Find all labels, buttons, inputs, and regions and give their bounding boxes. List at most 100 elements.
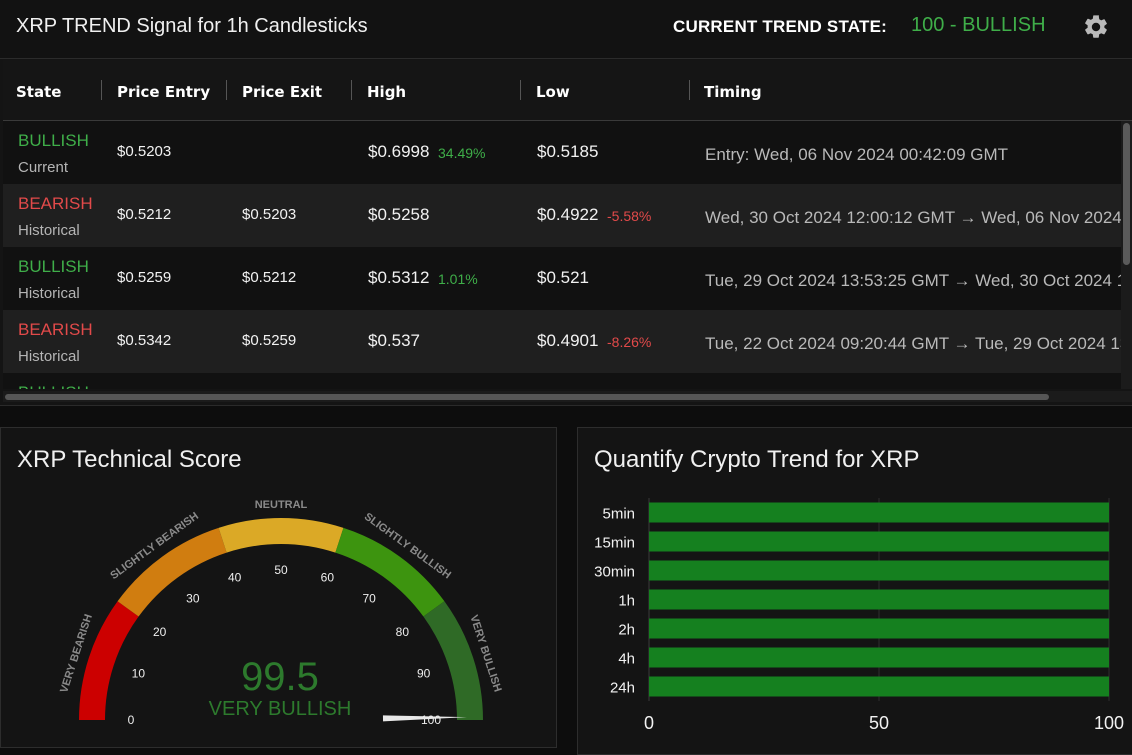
gauge-tick-label: 60: [321, 570, 335, 584]
low-percent: -8.26%: [607, 334, 652, 350]
price-entry: $0.5259: [117, 269, 172, 286]
gauge-tick-label: 90: [417, 667, 431, 681]
price-entry: $0.5212: [117, 206, 172, 223]
timing-text: Entry: Wed, 06 Nov 2024 00:42:09 GMT: [705, 145, 1009, 164]
trend-x-tick-label: 0: [644, 713, 654, 733]
price-exit: $0.5259: [242, 332, 297, 349]
state-text: BULLISH: [18, 131, 89, 150]
trend-bar: [649, 502, 1109, 523]
horizontal-scroll-thumb[interactable]: [5, 394, 1049, 400]
trend-bar: [649, 618, 1109, 639]
trend-category-label: 15min: [594, 535, 635, 552]
trend-category-label: 30min: [594, 564, 635, 581]
gauge-band-label: NEUTRAL: [255, 499, 308, 511]
column-header-price-entry[interactable]: Price Entry: [117, 83, 211, 101]
trend-category-label: 24h: [610, 680, 635, 697]
high-price: $0.5258: [368, 205, 430, 224]
trend-category-label: 5min: [602, 506, 635, 523]
price-entry: $0.5342: [117, 332, 172, 349]
table-row[interactable]: BULLISH Current $0.5203 $0.6998 34.49% $…: [3, 121, 1121, 184]
column-divider: [351, 80, 352, 100]
price-exit: $0.5212: [242, 269, 297, 286]
column-header-high[interactable]: High: [367, 83, 407, 101]
state-subtext: Current: [18, 159, 69, 176]
panel-title: XRP TREND Signal for 1h Candlesticks: [16, 15, 368, 37]
column-divider: [226, 80, 227, 100]
gauge-tick-label: 30: [186, 592, 200, 606]
table-row[interactable]: BULLISH Historical $0.5259 $0.5212 $0.53…: [3, 247, 1121, 310]
price-entry: $0.5203: [117, 143, 172, 160]
trend-bar: [649, 676, 1109, 697]
column-divider: [689, 80, 690, 100]
trend-category-label: 1h: [618, 593, 635, 610]
gauge-needle: [382, 715, 467, 722]
trend-category-label: 2h: [618, 622, 635, 639]
score-title: XRP Technical Score: [17, 446, 242, 473]
price-exit: $0.5203: [242, 206, 297, 223]
high-percent: 34.49%: [438, 145, 486, 161]
trend-bar: [649, 647, 1109, 668]
column-header-state[interactable]: State: [16, 83, 62, 101]
low-price: $0.5185: [537, 142, 599, 161]
state-subtext: Historical: [18, 348, 80, 365]
column-divider: [520, 80, 521, 100]
gauge-band: [79, 601, 139, 720]
gauge-band: [218, 518, 344, 553]
timing-text: Tue, 22 Oct 2024 09:20:44 GMT → Tue, 29 …: [705, 334, 1121, 353]
low-percent: -5.58%: [607, 208, 652, 224]
column-header-price-exit[interactable]: Price Exit: [242, 83, 323, 101]
state-text: BEARISH: [18, 320, 93, 339]
gauge-tick-label: 80: [396, 625, 410, 639]
state-subtext: Historical: [18, 285, 80, 302]
column-divider: [101, 80, 102, 100]
technical-score-panel: XRP Technical Score VERY BEARISH SLIGHTLY…: [0, 427, 557, 748]
trend-chart-title: Quantify Crypto Trend for XRP: [594, 446, 920, 473]
gauge-tick-label: 0: [128, 713, 135, 727]
state-text: BULLISH: [18, 257, 89, 276]
state-text: BULLISH: [18, 383, 89, 389]
column-header-low[interactable]: Low: [536, 83, 570, 101]
trend-bar: [649, 560, 1109, 581]
timing-text: Tue, 29 Oct 2024 13:53:25 GMT → Wed, 30 …: [705, 271, 1121, 290]
timing-text: Wed, 30 Oct 2024 12:00:12 GMT → Wed, 06 …: [705, 208, 1121, 227]
high-price: $0.537: [368, 331, 420, 350]
table-body: BULLISH Current $0.5203 $0.6998 34.49% $…: [3, 121, 1121, 389]
table-row[interactable]: BULLISH: [3, 373, 1121, 389]
table-row[interactable]: BEARISH Historical $0.5212 $0.5203 $0.52…: [3, 184, 1121, 247]
state-text: BEARISH: [18, 194, 93, 213]
gauge-band: [335, 527, 445, 617]
vertical-scroll-thumb[interactable]: [1123, 123, 1130, 265]
score-value: 99.5: [241, 655, 319, 699]
table-header: State Price Entry Price Exit High Low Ti…: [3, 60, 1132, 121]
high-percent: 1.01%: [438, 271, 478, 287]
column-header-timing[interactable]: Timing: [704, 83, 762, 101]
gauge-tick-label: 40: [228, 570, 242, 584]
gauge-tick-label: 20: [153, 625, 167, 639]
trend-signal-panel: XRP TREND Signal for 1h Candlesticks CUR…: [0, 0, 1132, 406]
gauge-tick-label: 50: [274, 563, 288, 577]
low-price: $0.4901: [537, 331, 599, 350]
gauge-tick-label: 10: [132, 667, 146, 681]
trend-state-value: 100 - BULLISH: [911, 14, 1046, 36]
gauge-band: [423, 601, 483, 720]
trend-x-tick-label: 50: [869, 713, 889, 733]
gauge-tick-label: 70: [362, 592, 376, 606]
trend-bar: [649, 589, 1109, 610]
trend-x-tick-label: 100: [1094, 713, 1124, 733]
trend-category-label: 4h: [618, 651, 635, 668]
trend-bar: [649, 531, 1109, 552]
low-price: $0.521: [537, 268, 589, 287]
trend-state-label: CURRENT TREND STATE:: [673, 17, 887, 36]
score-label: VERY BULLISH: [208, 698, 352, 720]
state-subtext: Historical: [18, 222, 80, 239]
crypto-trend-panel: Quantify Crypto Trend for XRP 5min 15min 3…: [577, 427, 1132, 755]
high-price: $0.5312: [368, 268, 430, 287]
gauge-band: [117, 527, 227, 617]
table-row[interactable]: BEARISH Historical $0.5342 $0.5259 $0.53…: [3, 310, 1121, 373]
panel-header: XRP TREND Signal for 1h Candlesticks CUR…: [0, 0, 1132, 59]
gauge-tick-label: 100: [421, 713, 441, 727]
gear-icon[interactable]: [1082, 13, 1110, 41]
low-price: $0.4922: [537, 205, 599, 224]
trend-bar-chart: 5min 15min 30min 1h 2h 4h 24h 0 50 100: [594, 498, 1124, 733]
